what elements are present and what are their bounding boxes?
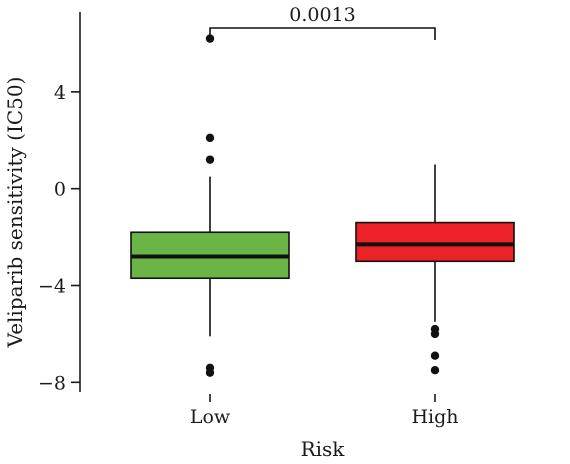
y-tick-label: 4	[54, 82, 66, 104]
y-axis: 4 0 −4 −8	[38, 12, 81, 394]
p-value-label: 0.0013	[289, 4, 355, 26]
x-ticks: Low High	[190, 394, 459, 428]
box-high	[355, 164, 515, 375]
outlier-point	[430, 329, 440, 339]
box-low	[130, 34, 290, 377]
x-axis: Low High	[190, 394, 459, 428]
box-body	[355, 221, 515, 263]
boxes	[130, 34, 515, 377]
significance-bracket: 0.0013	[209, 4, 436, 40]
y-tick-label: −4	[38, 276, 66, 298]
x-tick-label-low: Low	[190, 406, 231, 428]
outlier-point	[205, 368, 215, 377]
outlier-point	[430, 366, 440, 375]
x-tick-label-high: High	[411, 406, 458, 428]
y-axis-title: Veliparib sensitivity (IC50)	[3, 77, 27, 349]
outlier-point	[205, 133, 215, 143]
bracket-line	[209, 27, 436, 40]
x-axis-title: Risk	[301, 437, 346, 461]
outlier-point	[430, 351, 440, 360]
y-tick-label: 0	[54, 179, 66, 201]
y-tick-label: −8	[38, 372, 66, 394]
y-ticks: 4 0 −4 −8	[38, 82, 80, 394]
outlier-point	[205, 155, 215, 164]
